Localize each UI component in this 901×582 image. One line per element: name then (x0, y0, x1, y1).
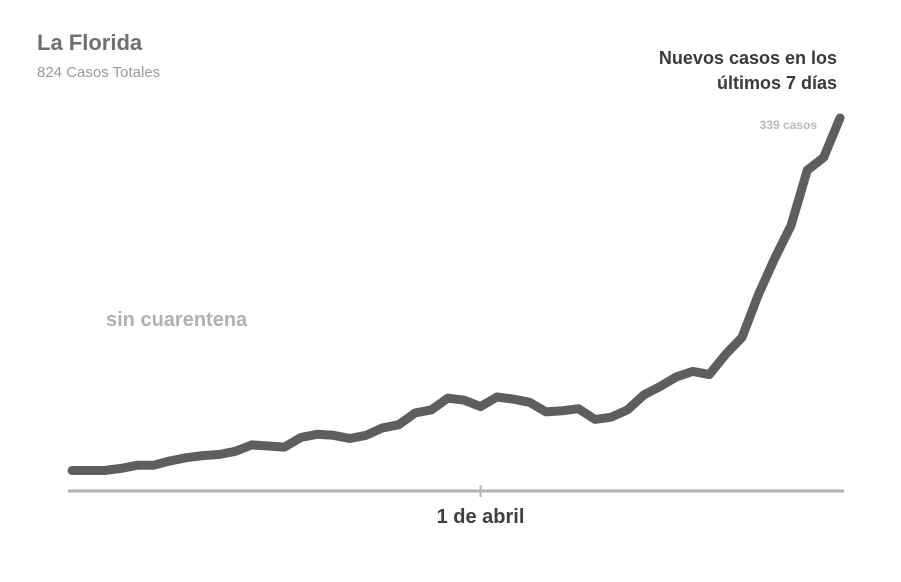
series-headline-line2: últimos 7 días (716, 73, 837, 93)
quarantine-annotation: sin cuarentena (106, 309, 248, 331)
x-tick-label: 1 de abril (437, 506, 525, 528)
chart-title: La Florida (37, 30, 143, 55)
series-headline: Nuevos casos en los últimos 7 días (597, 46, 837, 96)
total-cases-subtitle: 824 Casos Totales (37, 64, 161, 81)
series-line (67, 113, 845, 475)
end-value-label: 339 casos (759, 118, 817, 132)
series-headline-line1: Nuevos casos en los (658, 48, 837, 68)
x-axis-ticks: 1 de abril1 de mayo (437, 485, 525, 528)
